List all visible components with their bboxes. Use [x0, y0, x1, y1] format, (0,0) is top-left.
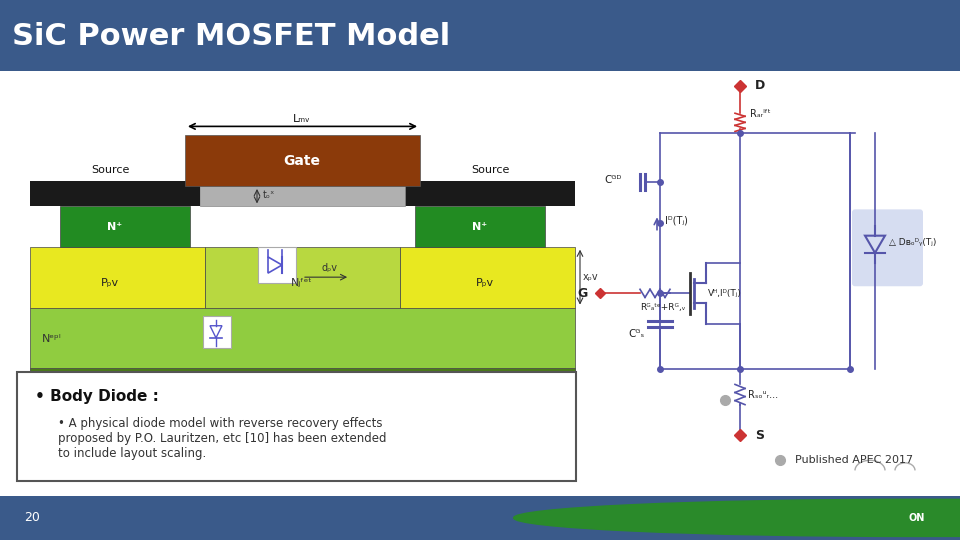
Text: Iᴰ(Tⱼ): Iᴰ(Tⱼ) — [665, 215, 688, 226]
Bar — [185, 136, 420, 186]
Text: Cᴳᴰ: Cᴳᴰ — [605, 175, 622, 185]
Text: Rₐᵣᴵᶠᵗ: Rₐᵣᴵᶠᵗ — [750, 109, 771, 119]
Text: xₚᴠ: xₚᴠ — [583, 272, 599, 282]
Text: • Body Diode :: • Body Diode : — [35, 389, 158, 403]
Text: Nᵉᵖᴵ: Nᵉᵖᴵ — [42, 334, 61, 344]
Bar — [30, 307, 575, 368]
Text: S: S — [755, 429, 764, 442]
Text: • A physical diode model with reverse recovery effects
proposed by P.O. Lauritze: • A physical diode model with reverse re… — [58, 417, 386, 460]
Text: dₚᴠ: dₚᴠ — [322, 263, 338, 273]
Text: ON Semiconductor®: ON Semiconductor® — [768, 511, 899, 524]
Bar — [60, 206, 190, 247]
Text: Source: Source — [470, 165, 509, 175]
Text: CP: CP — [296, 386, 308, 395]
Bar — [30, 181, 200, 206]
Text: 20: 20 — [24, 511, 40, 524]
Text: Gate: Gate — [283, 154, 321, 168]
FancyBboxPatch shape — [852, 210, 923, 286]
Text: Lₘᵥ: Lₘᵥ — [293, 114, 311, 124]
Text: Pₚᴠ: Pₚᴠ — [476, 278, 494, 288]
Text: Published APEC 2017: Published APEC 2017 — [795, 455, 913, 465]
Text: Drain: Drain — [283, 416, 321, 429]
Text: Rᴳₐᵗᵉ+Rᴳ,ᵥ: Rᴳₐᵗᵉ+Rᴳ,ᵥ — [640, 303, 685, 313]
Bar — [258, 247, 296, 283]
Text: Vᴴ,Iᴰ(Tⱼ): Vᴴ,Iᴰ(Tⱼ) — [708, 289, 742, 298]
Circle shape — [514, 500, 960, 536]
Text: Nⱼᶠᵉᵗ: Nⱼᶠᵉᵗ — [291, 278, 313, 288]
Text: Cᴳₛ: Cᴳₛ — [629, 329, 645, 339]
Bar — [205, 247, 400, 307]
Bar — [200, 186, 405, 206]
Bar — [415, 206, 545, 247]
Text: SiC Power MOSFET Model: SiC Power MOSFET Model — [12, 22, 450, 51]
Text: tₒˣ: tₒˣ — [263, 190, 276, 200]
Bar — [30, 368, 575, 407]
Bar — [405, 181, 575, 206]
Bar — [400, 247, 575, 307]
Text: D: D — [755, 79, 765, 92]
Bar — [30, 404, 575, 420]
Text: Rₛₒᵘᵣ...: Rₛₒᵘᵣ... — [748, 389, 779, 400]
Text: N⁺: N⁺ — [472, 221, 488, 232]
Text: ON: ON — [908, 513, 925, 523]
Text: Pₚᴠ: Pₚᴠ — [101, 278, 119, 288]
Bar — [30, 247, 205, 307]
Text: △ Dвₒᴰᵧ(Tⱼ): △ Dвₒᴰᵧ(Tⱼ) — [889, 238, 936, 247]
Text: N⁺: N⁺ — [42, 382, 58, 393]
Text: G: G — [578, 287, 588, 300]
Text: Source: Source — [91, 165, 130, 175]
Text: N⁺: N⁺ — [108, 221, 123, 232]
Bar — [203, 315, 231, 348]
